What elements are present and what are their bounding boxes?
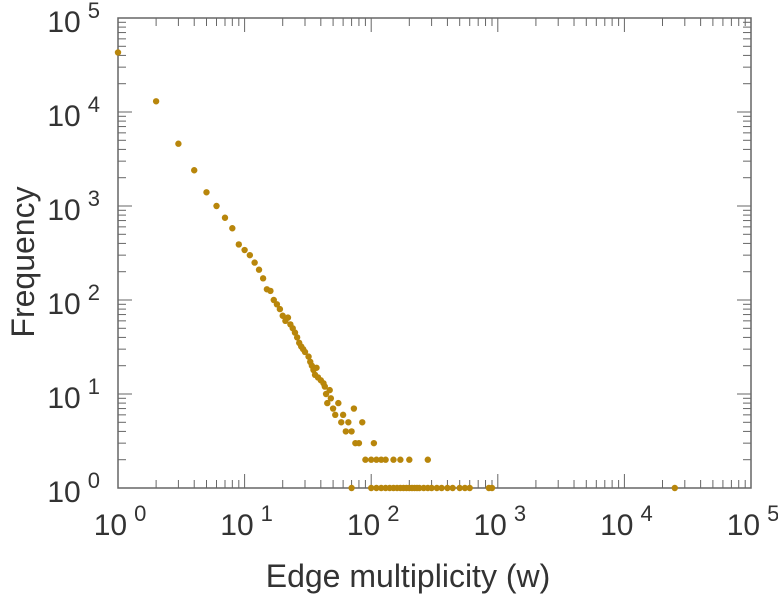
- data-point: [444, 484, 451, 492]
- data-point: [390, 456, 397, 463]
- data-point: [241, 246, 248, 254]
- data-point: [152, 98, 160, 105]
- data-point: [175, 140, 182, 147]
- data-point: [428, 484, 435, 492]
- data-point: [324, 399, 331, 407]
- data-point: [342, 428, 349, 435]
- axis-ticks: [118, 18, 751, 488]
- data-point: [246, 251, 254, 259]
- y-tick-label: 10 1: [47, 374, 100, 415]
- data-points: [114, 49, 678, 492]
- data-point: [433, 484, 441, 492]
- data-point: [350, 405, 358, 412]
- y-axis-title: Frequency: [5, 186, 41, 337]
- data-point: [327, 395, 335, 402]
- data-point: [276, 305, 284, 313]
- data-point: [368, 484, 375, 492]
- data-point: [293, 334, 301, 341]
- data-point: [235, 241, 243, 248]
- x-tick-label: 10 1: [220, 501, 273, 542]
- data-point: [348, 484, 355, 492]
- data-point: [191, 167, 198, 174]
- y-tick-label: 10 2: [47, 280, 100, 321]
- data-point: [348, 428, 355, 435]
- y-tick-label: 10 0: [47, 468, 100, 509]
- data-point: [321, 383, 328, 390]
- x-tick-label: 10 4: [600, 501, 653, 542]
- data-point: [438, 484, 445, 492]
- data-point: [424, 456, 432, 463]
- x-tick-label: 10 2: [347, 501, 400, 542]
- x-tick-label: 10 5: [727, 501, 778, 542]
- data-point: [229, 225, 236, 232]
- data-point: [213, 202, 220, 210]
- data-point: [373, 484, 380, 492]
- data-point: [488, 484, 496, 492]
- data-point: [368, 456, 375, 463]
- data-point: [114, 49, 122, 56]
- data-point: [291, 329, 299, 336]
- data-point: [359, 419, 366, 426]
- data-point: [305, 353, 312, 360]
- data-point: [332, 411, 339, 419]
- data-point: [301, 348, 309, 356]
- data-point: [329, 405, 337, 412]
- data-point: [267, 287, 274, 295]
- data-point: [382, 456, 389, 463]
- data-point: [259, 275, 267, 282]
- data-point: [338, 419, 345, 426]
- data-point: [671, 484, 678, 492]
- y-tick-label: 10 5: [47, 0, 100, 39]
- data-point: [221, 214, 229, 221]
- data-point: [373, 456, 380, 463]
- data-point: [313, 364, 320, 371]
- data-point: [251, 259, 258, 266]
- plot-frame: [117, 17, 752, 489]
- x-tick-labels: 10 0 10 1 10 2 10 3 10 4 10 5: [94, 501, 778, 542]
- data-point: [273, 301, 281, 308]
- data-point: [284, 314, 292, 321]
- data-point: [456, 484, 463, 492]
- data-point: [339, 411, 347, 419]
- data-point: [355, 439, 363, 447]
- data-point: [370, 439, 378, 447]
- data-point: [335, 399, 342, 407]
- data-point: [279, 312, 286, 319]
- data-point: [449, 484, 456, 492]
- x-tick-label: 10 0: [94, 501, 147, 542]
- data-point: [378, 456, 385, 463]
- x-axis-title: Edge multiplicity (w): [266, 558, 551, 594]
- data-point: [326, 386, 333, 394]
- data-point: [461, 484, 469, 492]
- data-point: [362, 456, 369, 463]
- data-point: [397, 456, 404, 463]
- y-tick-label: 10 4: [47, 92, 100, 133]
- data-point: [406, 456, 413, 463]
- x-tick-label: 10 3: [473, 501, 526, 542]
- data-point: [378, 484, 385, 492]
- data-point: [416, 484, 423, 492]
- data-point: [255, 266, 263, 273]
- data-point: [203, 189, 210, 196]
- data-point: [345, 419, 352, 426]
- y-tick-label: 10 3: [47, 186, 100, 227]
- data-point: [466, 484, 473, 492]
